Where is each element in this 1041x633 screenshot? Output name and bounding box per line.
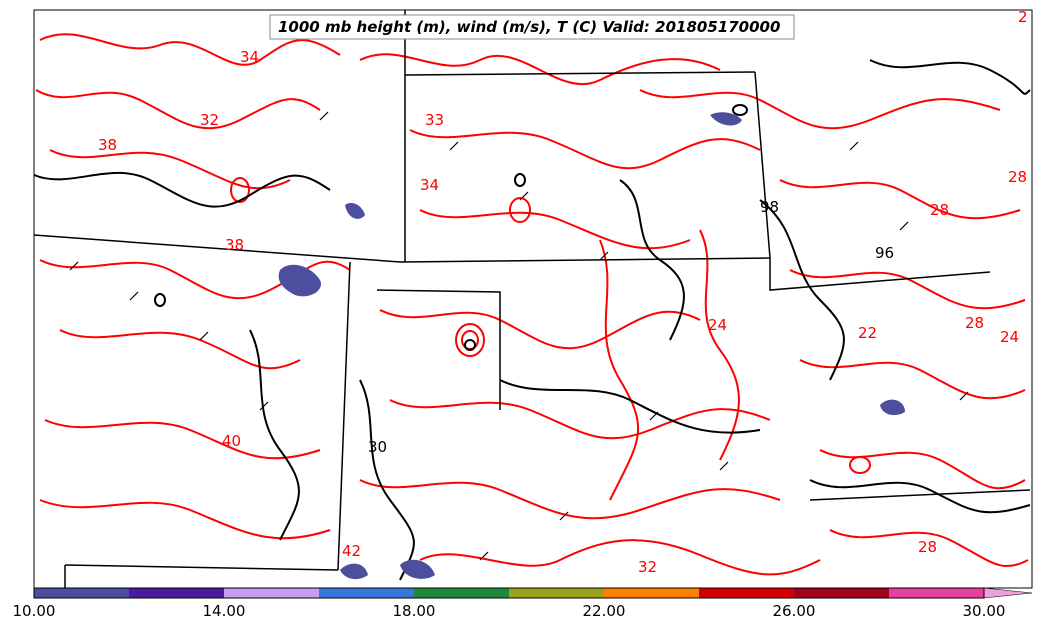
temp-label: 22	[858, 324, 877, 342]
temp-label: 32	[200, 111, 219, 129]
colorbar-segment	[509, 588, 604, 598]
temp-label: 28	[1008, 168, 1027, 186]
colorbar-ticks: 10.00 14.00 18.00 22.00 26.00 30.00	[13, 602, 1006, 620]
temp-label: 2	[1018, 8, 1028, 26]
state-boundaries	[33, 10, 1031, 588]
colorbar-tick-label: 26.00	[773, 602, 816, 620]
temp-label: 32	[638, 558, 657, 576]
colorbar-tick-label: 10.00	[13, 602, 56, 620]
colorbar-segment	[699, 588, 794, 598]
colorbar-tick-label: 18.00	[393, 602, 436, 620]
temp-label: 28	[930, 201, 949, 219]
colorbar-tick-label: 30.00	[963, 602, 1006, 620]
colorbar-tick-label: 22.00	[583, 602, 626, 620]
height-label: 98	[760, 198, 779, 216]
temp-label: 24	[708, 316, 727, 334]
map-title: 1000 mb height (m), wind (m/s), T (C) Va…	[269, 14, 795, 40]
wind-speed-shading	[278, 112, 905, 580]
colorbar-outline	[33, 587, 985, 599]
temp-label: 42	[342, 542, 361, 560]
height-label: 30	[368, 438, 387, 456]
colorbar-segments	[34, 588, 984, 598]
temp-label: 40	[222, 432, 241, 450]
temperature-contours	[35, 33, 1029, 576]
colorbar-segment	[34, 588, 129, 598]
colorbar-segment	[604, 588, 699, 598]
colorbar-segment	[224, 588, 319, 598]
title-text: 1000 mb height (m), wind (m/s), T (C) Va…	[278, 18, 780, 36]
height-contours	[33, 59, 1031, 581]
temp-label: 38	[98, 136, 117, 154]
temp-label: 38	[225, 236, 244, 254]
colorbar-segment	[129, 588, 224, 598]
temp-label: 33	[425, 111, 444, 129]
temp-label: 28	[918, 538, 937, 556]
colorbar-segment	[794, 588, 889, 598]
temperature-labels: 34 32 38 33 34 28 28 24 22 24 40 38 42 3…	[98, 8, 1028, 576]
title-box	[269, 14, 795, 40]
colorbar-segment	[414, 588, 509, 598]
colorbar-segment	[889, 588, 984, 598]
temp-label: 24	[1000, 328, 1019, 346]
colorbar-extend-arrow	[983, 587, 1033, 599]
temp-label: 34	[420, 176, 439, 194]
height-label: 96	[875, 244, 894, 262]
wind-barbs	[69, 111, 969, 561]
height-labels: 96 30 98	[368, 198, 894, 456]
colorbar: 10.00 14.00 18.00 22.00 26.00 30.00	[13, 587, 1033, 620]
temp-label: 28	[965, 314, 984, 332]
temp-label: 34	[240, 48, 259, 66]
colorbar-segment	[319, 588, 414, 598]
map-content: 34 32 38 33 34 28 28 24 22 24 40 38 42 3…	[33, 8, 1031, 588]
colorbar-tick-label: 14.00	[203, 602, 246, 620]
map-frame	[33, 9, 1033, 589]
